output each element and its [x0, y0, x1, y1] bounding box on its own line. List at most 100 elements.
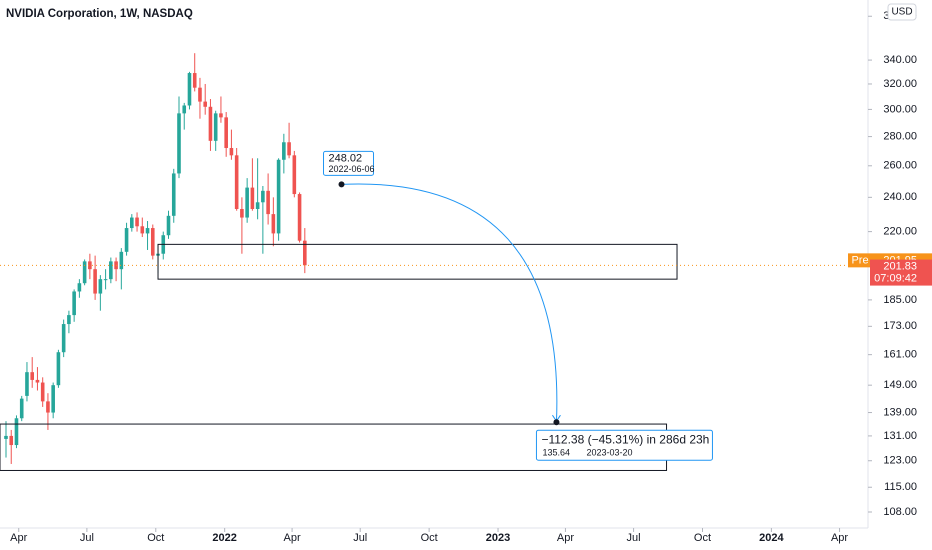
x-tick-label: Jul — [353, 532, 367, 544]
last-price-label: 201.83 — [883, 260, 917, 272]
candle-body — [182, 105, 187, 114]
candle-body — [130, 217, 134, 229]
candle-body — [234, 155, 239, 209]
x-tick-label: Oct — [421, 532, 438, 544]
x-tick-label: Apr — [557, 532, 574, 544]
candle-body — [192, 73, 197, 88]
candle-body — [77, 283, 82, 292]
candle-body — [30, 372, 35, 380]
candle-body — [287, 142, 291, 156]
candle-body — [140, 226, 145, 234]
candle-body — [72, 291, 76, 316]
candle-body — [187, 73, 192, 106]
candle-body — [245, 187, 249, 218]
y-tick-label: 260.00 — [883, 160, 917, 172]
start-price: 248.02 — [329, 152, 363, 164]
x-tick-label: Jul — [80, 532, 94, 544]
y-tick-label: 320.00 — [883, 78, 917, 90]
candle-body — [219, 113, 223, 118]
candle-body — [266, 190, 270, 215]
candle-body — [9, 435, 14, 446]
pre-badge — [848, 253, 872, 268]
chart-title: NVIDIA Corporation, 1W, NASDAQ — [6, 8, 193, 20]
candle-body — [119, 251, 124, 270]
y-tick-label: 340.00 — [883, 54, 917, 66]
y-tick-label: 139.00 — [883, 406, 917, 418]
candle-body — [109, 261, 113, 280]
candle-body — [171, 173, 176, 216]
x-tick-label: Apr — [831, 532, 848, 544]
pre-label: Pre — [851, 254, 868, 266]
candle-body — [14, 418, 19, 446]
y-tick-label: 280.00 — [883, 130, 917, 142]
candle-body — [88, 261, 92, 270]
end-date: 2023-03-20 — [586, 448, 632, 458]
candle-body — [61, 324, 66, 353]
start-date: 2022-06-06 — [329, 164, 375, 174]
zone-box — [157, 243, 678, 280]
candle-body — [166, 215, 171, 236]
candle-body — [25, 372, 29, 396]
candle-body — [271, 214, 276, 234]
last-price-badge — [870, 259, 932, 286]
candle-body — [51, 385, 55, 413]
candle-body — [145, 228, 150, 234]
y-tick-label: 300.00 — [883, 103, 917, 115]
x-tick-label: Apr — [10, 532, 27, 544]
candle-body — [297, 194, 302, 241]
x-tick-label: 2023 — [486, 532, 510, 544]
projection-start — [338, 181, 345, 188]
candle-body — [276, 159, 281, 234]
candle-body — [40, 382, 45, 402]
currency-label: USD — [891, 7, 912, 18]
y-tick-label: 115.00 — [884, 481, 917, 493]
candle-body — [67, 315, 71, 325]
candle-body — [282, 142, 286, 160]
x-tick-label: Oct — [694, 532, 711, 544]
currency-button — [887, 3, 917, 21]
candle-body — [224, 117, 228, 149]
candle-body — [124, 228, 129, 252]
x-tick-label: Oct — [147, 532, 164, 544]
candle-body — [135, 217, 139, 227]
candle-body — [82, 261, 87, 284]
countdown: 07:09:42 — [874, 272, 917, 284]
projection-end — [553, 419, 560, 426]
candle-body — [35, 379, 40, 383]
candle-body — [255, 202, 260, 209]
candle-body — [229, 148, 234, 156]
candle-body — [213, 113, 218, 141]
candle-body — [292, 155, 297, 195]
candle-body — [4, 435, 8, 439]
candle-body — [250, 187, 255, 209]
y-tick-label: 161.00 — [883, 349, 917, 361]
candle-body — [150, 228, 155, 256]
candle-body — [46, 401, 50, 413]
y-tick-label: 149.00 — [883, 379, 917, 391]
y-tick-label: 123.00 — [883, 455, 917, 467]
candle-body — [103, 279, 108, 281]
candle-body — [19, 398, 24, 419]
candle-body — [93, 269, 97, 294]
candle-body — [261, 190, 265, 203]
end-price: 135.64 — [542, 448, 570, 458]
x-tick-label: 2024 — [759, 532, 784, 544]
y-tick-label: 220.00 — [883, 226, 917, 238]
candle-body — [208, 106, 213, 141]
y-tick-label: 108.00 — [883, 506, 917, 518]
y-tick-label: 185.00 — [883, 294, 917, 306]
candle-body — [303, 240, 307, 266]
plot — [0, 53, 868, 471]
candle-body — [203, 101, 208, 107]
candle-body — [98, 279, 103, 294]
y-tick-label: 240.00 — [883, 191, 917, 203]
y-tick-label: 131.00 — [883, 430, 917, 442]
candle-body — [56, 352, 61, 386]
start-label-box — [323, 150, 375, 176]
y-tick-label: 173.00 — [883, 320, 917, 332]
end-label-box — [535, 429, 713, 461]
change-label: −112.38 (−45.31%) in 286d 23h — [541, 432, 709, 446]
candle-body — [198, 87, 202, 102]
